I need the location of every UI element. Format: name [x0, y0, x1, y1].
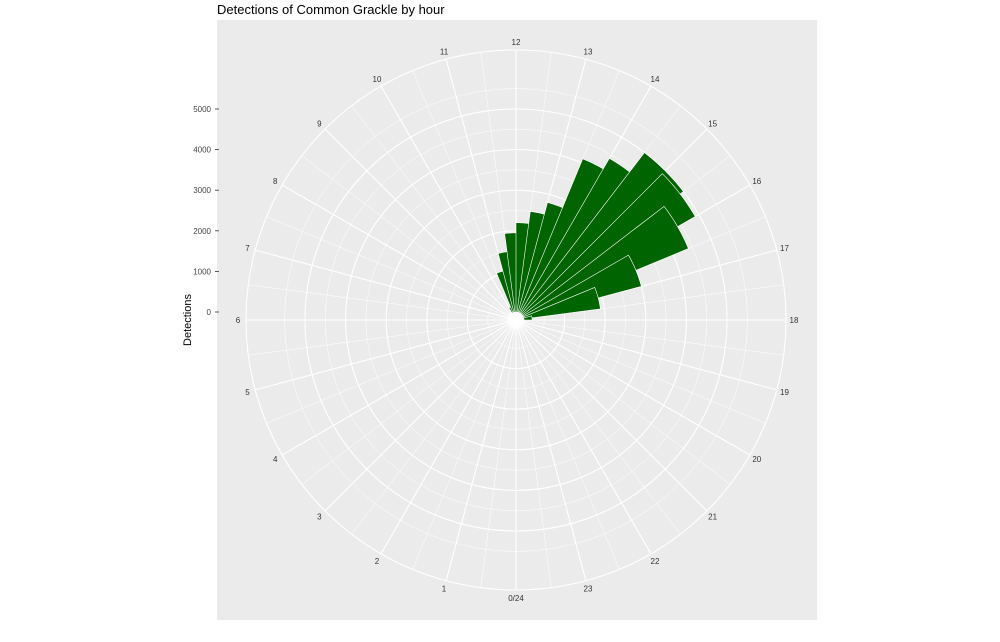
hour-label-layer: 0/24123456789101112131415161718192021222… [236, 38, 799, 603]
grid-spoke [266, 319, 517, 424]
grid-spoke [445, 319, 517, 581]
grid-spoke [515, 319, 777, 391]
hour-label: 14 [651, 75, 660, 84]
y-tick-label: 0 [207, 308, 212, 317]
bar-hour-17 [523, 315, 533, 321]
grid-spoke [301, 319, 517, 485]
grid-spoke [412, 319, 517, 570]
hour-label: 21 [708, 513, 717, 522]
grid-spoke [255, 249, 517, 321]
grid-spoke [281, 319, 517, 456]
y-tick-label: 5000 [193, 105, 211, 114]
hour-label: 1 [442, 585, 447, 594]
y-axis-title: Detections [182, 294, 194, 346]
hour-label: 18 [790, 316, 799, 325]
grid-spoke [248, 284, 517, 321]
hour-label: 17 [780, 244, 789, 253]
chart-title: Detections of Common Grackle by hour [217, 2, 445, 17]
hour-label: 10 [373, 75, 382, 84]
hour-label: 12 [512, 38, 521, 47]
hour-label: 16 [752, 177, 761, 186]
bar-layer [496, 152, 696, 321]
hour-label: 0/24 [508, 594, 524, 603]
grid-spoke [281, 184, 517, 321]
grid-spoke [515, 319, 620, 570]
hour-label: 19 [780, 388, 789, 397]
grid-spoke [255, 319, 517, 391]
hour-label: 13 [584, 48, 593, 57]
grid-layer [245, 49, 787, 591]
hour-label: 5 [245, 388, 250, 397]
grid-spoke [248, 319, 517, 356]
hour-label: 3 [317, 513, 322, 522]
hour-label: 23 [584, 585, 593, 594]
grid-spoke [266, 216, 517, 321]
grid-spoke [515, 319, 766, 424]
hour-label: 7 [245, 244, 250, 253]
grid-spoke [515, 319, 784, 356]
grid-spoke [351, 319, 517, 535]
hour-label: 11 [440, 48, 449, 57]
grid-spoke [324, 128, 517, 321]
y-tick-label: 4000 [193, 146, 211, 155]
y-tick-layer: 0 1000 2000 3000 4000 5000 [193, 105, 219, 317]
grid-spoke [351, 105, 517, 321]
y-tick-label: 3000 [193, 186, 211, 195]
grid-spoke [515, 319, 552, 588]
grid-spoke [515, 319, 731, 485]
y-tick-label: 2000 [193, 227, 211, 236]
hour-label: 2 [375, 557, 380, 566]
y-tick-label: 1000 [193, 267, 211, 276]
grid-spoke [301, 155, 517, 321]
hour-label: 4 [273, 455, 278, 464]
grid-spoke [324, 319, 517, 512]
hour-label: 15 [708, 119, 717, 128]
grid-spoke [515, 319, 751, 456]
grid-spoke [515, 319, 681, 535]
grid-spoke [515, 319, 652, 555]
hour-label: 22 [651, 557, 660, 566]
hour-label: 9 [317, 119, 322, 128]
grid-spoke [515, 319, 708, 512]
grid-spoke [380, 319, 517, 555]
grid-spoke [380, 85, 517, 321]
hour-label: 20 [752, 455, 761, 464]
hour-label: 8 [273, 177, 278, 186]
hour-label: 6 [236, 316, 241, 325]
grid-spoke [480, 319, 517, 588]
grid-spoke [515, 319, 587, 581]
